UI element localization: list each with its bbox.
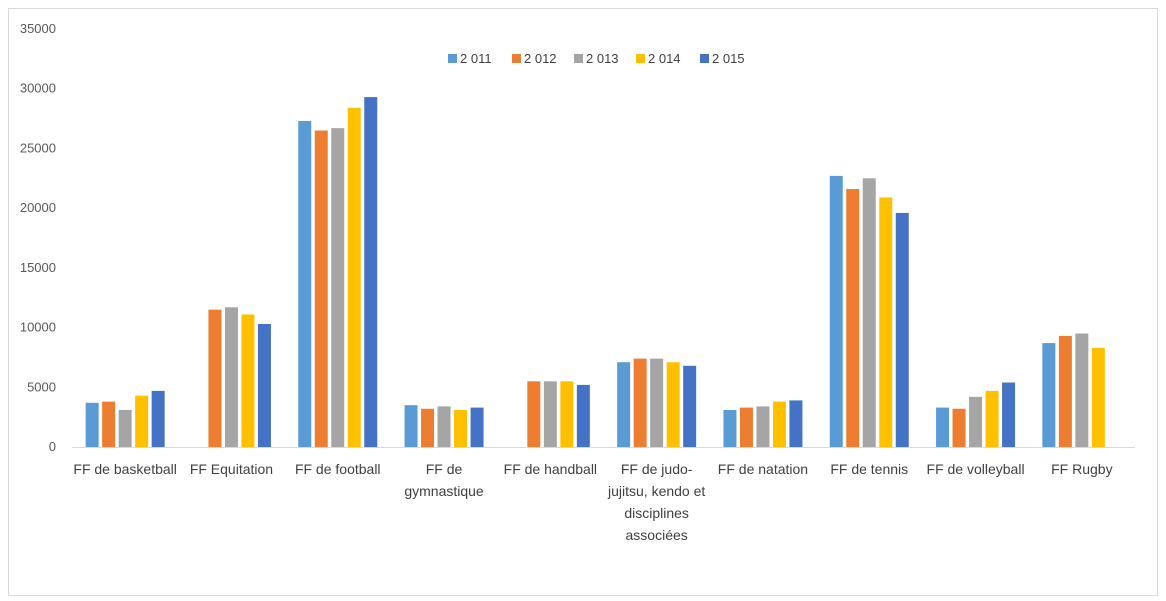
bar [224, 307, 238, 447]
y-tick-label: 25000 [20, 140, 56, 155]
category-label: gymnastique [404, 483, 484, 499]
legend-label: 2 012 [524, 51, 557, 66]
category-label: FF de basketball [73, 461, 177, 477]
legend-label: 2 013 [586, 51, 619, 66]
bar [208, 309, 222, 447]
bar [298, 120, 312, 448]
bar [633, 358, 647, 447]
bar [331, 128, 345, 447]
legend-label: 2 015 [712, 51, 745, 66]
bar [985, 390, 999, 447]
category-label: FF de judo- [621, 461, 693, 477]
legend-swatch [700, 54, 709, 63]
category-label: FF de football [295, 461, 381, 477]
bar [666, 362, 680, 447]
legend-item: 2 014 [636, 51, 681, 66]
bar [560, 381, 574, 447]
y-tick-label: 30000 [20, 81, 56, 96]
legend-swatch [512, 54, 521, 63]
bar [846, 189, 860, 447]
bar [789, 400, 803, 447]
legend-label: 2 014 [648, 51, 681, 66]
bar [862, 178, 876, 448]
bar [895, 212, 909, 447]
bar [421, 408, 435, 447]
category-label: FF de natation [718, 461, 808, 477]
bar [437, 406, 451, 447]
bar [756, 406, 770, 447]
bar [879, 197, 893, 447]
bar [723, 409, 737, 447]
bar [470, 407, 484, 447]
bar [936, 407, 950, 447]
bar [1058, 335, 1072, 447]
bar [650, 358, 664, 447]
bar [257, 323, 271, 447]
bar [364, 97, 378, 448]
category-label: FF de [426, 461, 463, 477]
bar [952, 408, 966, 447]
bar [1091, 347, 1105, 447]
y-tick-label: 20000 [20, 200, 56, 215]
legend-swatch [448, 54, 457, 63]
legend-item: 2 015 [700, 51, 745, 66]
category-label: FF de tennis [830, 461, 908, 477]
legend-label: 2 011 [460, 51, 492, 66]
bar [314, 130, 328, 447]
category-label: FF Equitation [190, 461, 273, 477]
legend-item: 2 011 [448, 51, 492, 66]
bar [829, 175, 843, 447]
y-tick-label: 5000 [27, 379, 56, 394]
y-tick-label: 15000 [20, 260, 56, 275]
bar [527, 381, 541, 447]
bar [454, 409, 468, 447]
category-label: jujitsu, kendo et [607, 483, 705, 499]
bar [241, 314, 255, 447]
category-label: disciplines [624, 505, 689, 521]
bar [102, 401, 116, 447]
legend-item: 2 013 [574, 51, 619, 66]
bar [135, 395, 149, 447]
bar [1002, 382, 1016, 447]
category-label: FF de volleyball [927, 461, 1025, 477]
bar [683, 365, 697, 447]
legend-swatch [574, 54, 583, 63]
category-label: associées [626, 527, 688, 543]
legend-item: 2 012 [512, 51, 557, 66]
y-tick-label: 10000 [20, 320, 56, 335]
legend-swatch [636, 54, 645, 63]
bar [772, 401, 786, 447]
bar [543, 381, 557, 447]
chart-frame [8, 8, 1158, 596]
bar [404, 405, 418, 447]
bar [118, 409, 132, 447]
category-label: FF de handball [504, 461, 597, 477]
bar [151, 390, 165, 447]
bar [85, 402, 99, 447]
y-tick-label: 0 [49, 439, 56, 454]
category-label: FF Rugby [1051, 461, 1112, 477]
bar [739, 407, 753, 447]
bar [1075, 333, 1089, 447]
y-tick-label: 35000 [20, 21, 56, 36]
bar [1042, 343, 1056, 447]
bar [969, 396, 983, 447]
bar [617, 362, 631, 447]
bar [576, 384, 590, 447]
bar [347, 107, 361, 447]
